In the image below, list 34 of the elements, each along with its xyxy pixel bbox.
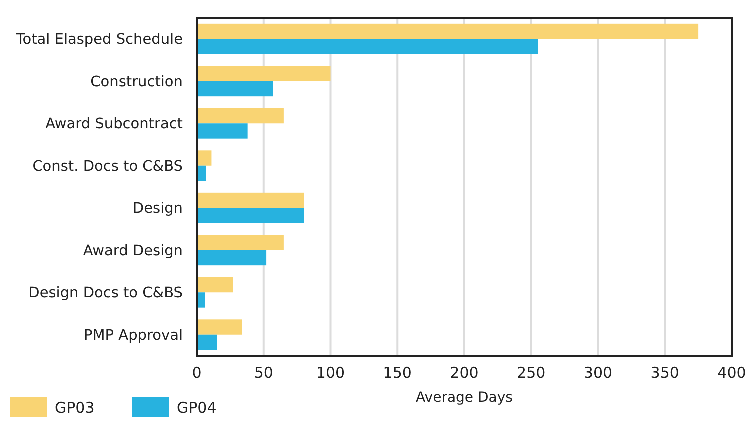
bar [197,334,218,350]
x-tick-label: 150 [383,364,412,382]
y-tick-label: Total Elasped Schedule [15,32,184,48]
x-axis-title: Average Days [416,390,513,406]
x-tick-label: 300 [584,364,613,382]
bar [197,24,699,40]
y-tick-label: PMP Approval [84,328,183,344]
bar [197,108,284,124]
bar [197,208,304,224]
x-tick-label: 200 [450,364,479,382]
bar [197,150,212,166]
x-tick-label: 0 [192,364,202,382]
bar [197,277,234,293]
bar [197,250,267,266]
y-tick-label: Const. Docs to C&BS [32,158,183,175]
y-tick-label: Award Design [83,243,183,260]
y-tick-label: Award Subcontract [46,116,184,133]
x-tick-label: 100 [316,364,346,382]
y-tick-label: Design Docs to C&BS [28,286,183,302]
x-tick-label: 400 [718,364,746,382]
legend-label: GP04 [177,399,217,417]
bar [197,192,304,208]
x-tick-label: 50 [254,364,274,382]
bar [197,320,242,335]
y-tick-label: Construction [90,74,183,90]
bar [197,39,538,54]
x-tick-label: 350 [650,364,680,382]
legend-label: GP03 [55,399,95,417]
x-tick-label: 250 [517,364,546,382]
bar [197,124,248,139]
bar [197,81,274,97]
bar [197,66,331,82]
y-tick-label: Design [132,201,183,218]
bar [197,235,284,250]
